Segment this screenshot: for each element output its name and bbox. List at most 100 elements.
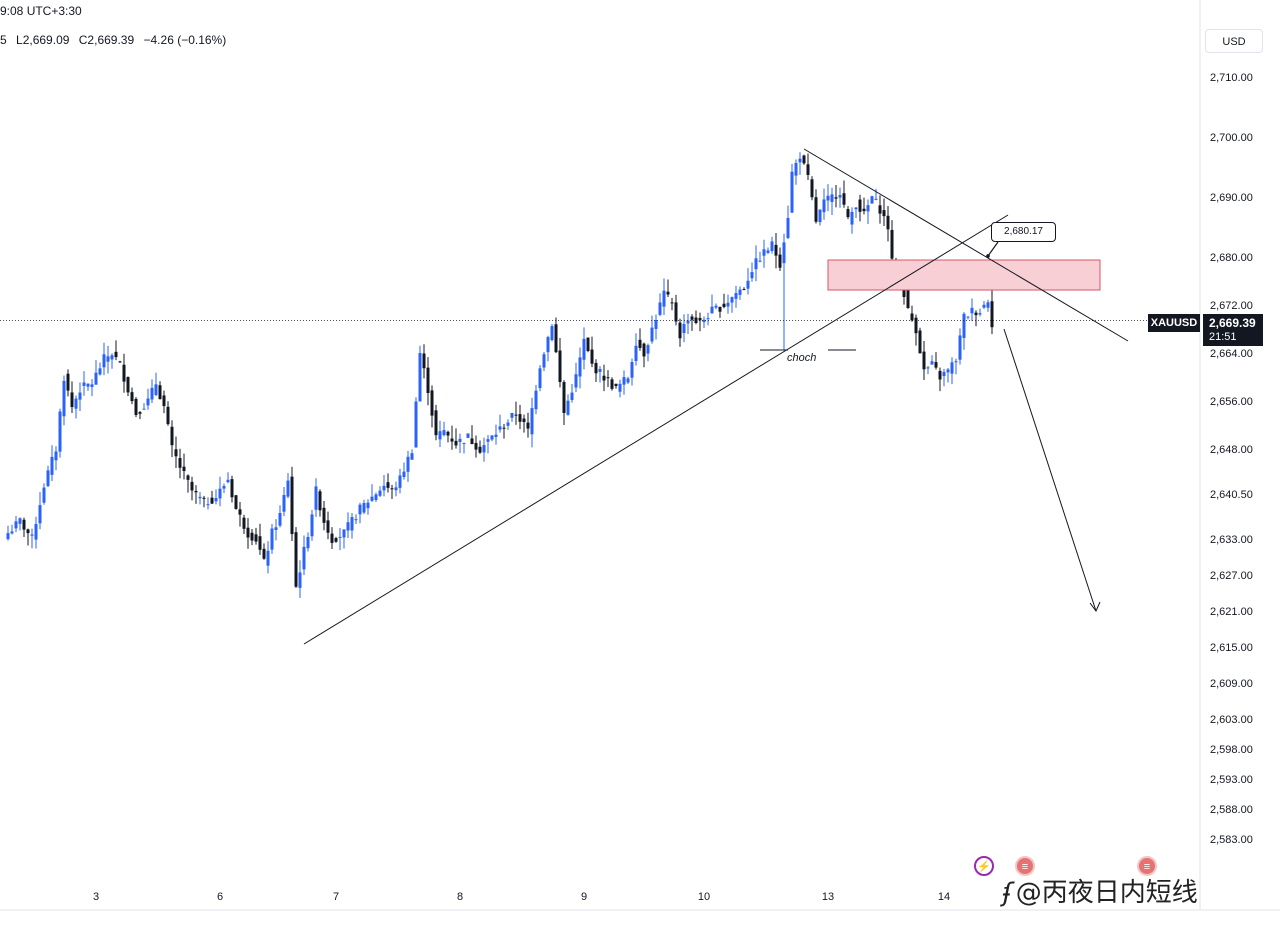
candle: [598, 366, 602, 383]
candle: [442, 421, 446, 437]
candle: [990, 289, 994, 335]
candle: [294, 527, 298, 588]
candle: [206, 497, 210, 510]
y-tick-label: 2,583.00: [1210, 834, 1253, 846]
candle: [202, 495, 206, 508]
candle: [318, 489, 322, 517]
y-tick-label: 2,648.00: [1210, 444, 1253, 456]
rising-trendline[interactable]: [303, 214, 1009, 645]
candle: [910, 305, 914, 322]
candle: [690, 314, 694, 331]
x-tick-label: 9: [581, 891, 587, 903]
falling-trendline[interactable]: [803, 148, 1129, 342]
candle: [214, 489, 218, 505]
candle: [54, 446, 58, 471]
candle: [806, 153, 810, 181]
candle: [530, 397, 534, 448]
candle: [14, 515, 18, 533]
candle: [786, 205, 790, 240]
candle: [314, 478, 318, 517]
price-axis: 2,710.00 2,700.00 2,690.00 2,680.00 2,672.00…: [1199, 0, 1253, 910]
candle: [354, 514, 358, 525]
x-tick-label: 14: [938, 891, 950, 903]
lightning-icon[interactable]: ⚡: [974, 856, 994, 876]
candle: [146, 388, 150, 410]
candle: [366, 499, 370, 515]
candle: [86, 383, 90, 391]
ohlc-change: −4.26 (−0.16%): [143, 33, 227, 47]
candle: [306, 532, 310, 552]
candle: [974, 310, 978, 327]
candle: [750, 262, 754, 282]
candle: [606, 370, 610, 388]
candle: [102, 342, 106, 376]
candle: [658, 293, 662, 317]
candle: [418, 345, 422, 402]
candle: [818, 209, 822, 226]
candle: [134, 397, 138, 418]
candle: [278, 505, 282, 528]
candle: [174, 436, 178, 468]
candle: [790, 163, 794, 213]
candle: [834, 185, 838, 208]
candle: [186, 474, 190, 493]
candle: [346, 512, 350, 539]
candle: [506, 419, 510, 430]
candle: [446, 430, 450, 443]
candle: [950, 357, 954, 385]
price-callout[interactable]: 2,680.17: [991, 222, 1056, 242]
candle: [746, 268, 750, 295]
ohlc-readout: 5 L2,669.09 C2,669.39 −4.26 (−0.16%): [0, 33, 232, 47]
candle: [886, 206, 890, 242]
candle: [358, 502, 362, 524]
ohlc-prefix: 5: [0, 33, 7, 47]
candle: [930, 355, 934, 365]
candle: [958, 328, 962, 365]
candlestick-series: [6, 152, 994, 598]
last-price-tag: 2,669.39 21:51: [1203, 314, 1263, 346]
candle: [130, 387, 134, 405]
candle: [850, 207, 854, 234]
projection-arrow[interactable]: [1003, 328, 1097, 612]
candle: [150, 379, 154, 403]
currency-button[interactable]: USD: [1205, 29, 1263, 53]
candle: [782, 233, 786, 270]
candle: [242, 514, 246, 534]
candle: [66, 369, 70, 397]
resistance-zone[interactable]: [827, 259, 1101, 291]
candle: [710, 294, 714, 314]
y-tick-label: 2,621.00: [1210, 606, 1253, 618]
y-tick-label: 2,633.00: [1210, 534, 1253, 546]
watermark: ʄ @丙夜日内短线: [1003, 872, 1198, 909]
candle: [454, 428, 458, 449]
callout-pointer: [987, 241, 999, 257]
y-tick-label: 2,603.00: [1210, 714, 1253, 726]
x-tick-label: 3: [93, 891, 99, 903]
candle: [970, 298, 974, 322]
candle: [222, 483, 226, 494]
candle: [922, 341, 926, 380]
candle: [982, 301, 986, 310]
candle: [266, 541, 270, 574]
candle: [642, 342, 646, 368]
candle: [570, 383, 574, 403]
candle: [882, 198, 886, 226]
us-flag-icon[interactable]: ≡: [1137, 856, 1157, 876]
candle: [702, 316, 706, 328]
candle: [934, 352, 938, 370]
us-flag-icon[interactable]: ≡: [1015, 856, 1035, 876]
candle: [406, 450, 410, 482]
candle: [550, 323, 554, 342]
candle: [114, 340, 118, 361]
candle: [18, 517, 22, 531]
candle: [842, 180, 846, 208]
projection-arrowhead: [1089, 601, 1101, 612]
candle: [630, 358, 634, 386]
x-tick-label: 10: [698, 891, 710, 903]
candle: [182, 453, 186, 480]
candle: [482, 437, 486, 462]
candle: [510, 412, 514, 422]
candle: [338, 528, 342, 551]
candle: [502, 423, 506, 439]
